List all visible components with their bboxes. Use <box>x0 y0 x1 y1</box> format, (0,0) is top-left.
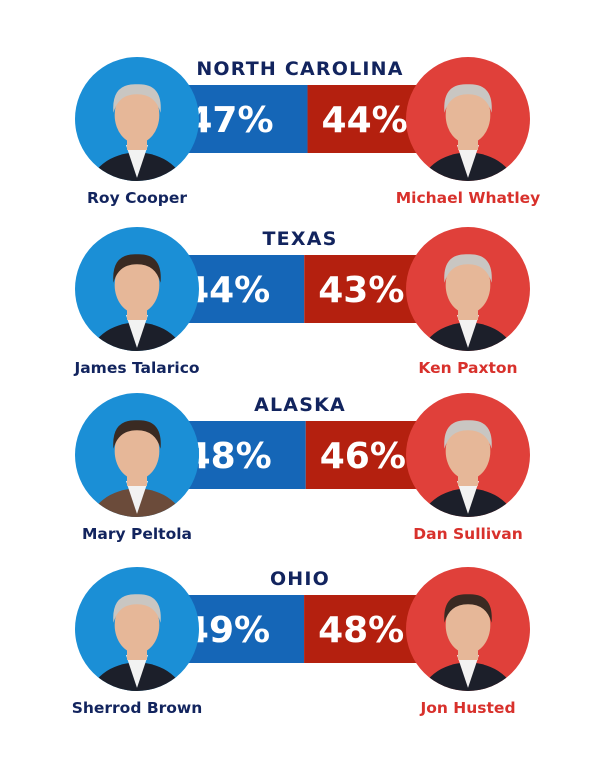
dem-percent-label: 47% <box>187 100 273 141</box>
rep-portrait-face <box>445 256 491 314</box>
dem-portrait-shoulders <box>88 488 186 517</box>
dem-portrait-face <box>114 596 160 654</box>
dem-portrait-collar <box>126 145 148 178</box>
rep-portrait-shoulders <box>419 488 517 517</box>
rep-percent-label: 44% <box>322 100 408 141</box>
rep-portrait-shoulders <box>419 662 517 691</box>
dem-portrait-hair <box>113 420 161 449</box>
rep-portrait-shoulders <box>419 152 517 181</box>
rep-portrait-hair <box>444 420 492 449</box>
rep-portrait-face <box>445 596 491 654</box>
rep-candidate-name: Michael Whatley <box>396 189 541 207</box>
dem-percent-label: 48% <box>186 436 272 477</box>
state-title: NORTH CAROLINA <box>196 58 403 80</box>
rep-portrait-face <box>445 422 491 480</box>
rep-portrait-collar <box>457 315 479 348</box>
state-title: TEXAS <box>263 228 338 250</box>
state-title: ALASKA <box>254 394 346 416</box>
dem-portrait-face <box>114 86 160 144</box>
dem-portrait-face <box>114 256 160 314</box>
rep-candidate-name: Ken Paxton <box>418 359 517 377</box>
dem-candidate-name: Roy Cooper <box>87 189 187 207</box>
rep-percent-label: 46% <box>320 436 406 477</box>
dem-portrait-face <box>114 422 160 480</box>
rep-portrait-hair <box>444 594 492 623</box>
dem-portrait-shoulders <box>88 152 186 181</box>
rep-portrait-collar <box>457 145 479 178</box>
dem-candidate-name: Sherrod Brown <box>72 699 203 717</box>
rep-candidate-name: Jon Husted <box>419 699 515 717</box>
rep-portrait-hair <box>444 84 492 113</box>
race-2: ALASKA 48% 46% Mary Peltola Dan Sullivan <box>75 393 530 543</box>
dem-candidate-name: James Talarico <box>73 359 199 377</box>
race-0: NORTH CAROLINA 47% 44% Roy Cooper Michael Wh… <box>75 57 541 207</box>
dem-portrait-collar <box>126 655 148 688</box>
dem-portrait-collar <box>126 315 148 348</box>
rep-portrait-collar <box>457 481 479 514</box>
rep-portrait-face <box>445 86 491 144</box>
dem-candidate-name: Mary Peltola <box>82 525 192 543</box>
dem-portrait-shoulders <box>88 662 186 691</box>
rep-percent-label: 43% <box>318 270 404 311</box>
dem-portrait-collar <box>126 481 148 514</box>
rep-percent-label: 48% <box>318 610 404 651</box>
dem-portrait-shoulders <box>88 322 186 351</box>
rep-portrait-hair <box>444 254 492 283</box>
dem-portrait-hair <box>113 254 161 283</box>
dem-portrait-hair <box>113 84 161 113</box>
rep-portrait-shoulders <box>419 322 517 351</box>
rep-candidate-name: Dan Sullivan <box>413 525 523 543</box>
rep-portrait-collar <box>457 655 479 688</box>
state-title: OHIO <box>270 568 330 590</box>
dem-portrait-hair <box>113 594 161 623</box>
